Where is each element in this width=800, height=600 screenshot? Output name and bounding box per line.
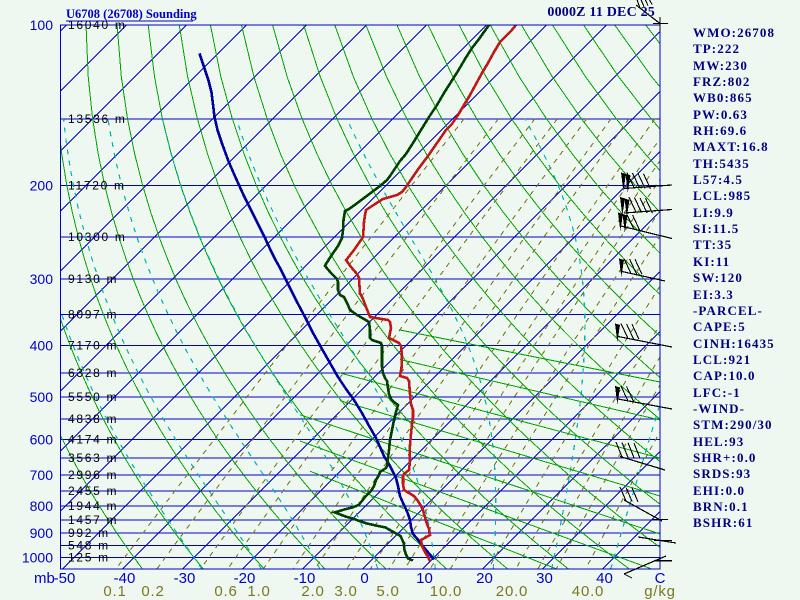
svg-text:1000: 1000: [22, 550, 53, 566]
svg-text:992 m: 992 m: [68, 526, 110, 540]
svg-text:4838 m: 4838 m: [68, 412, 118, 426]
svg-text:mb: mb: [34, 570, 55, 587]
svg-text:0000Z 11 DEC 25: 0000Z 11 DEC 25: [547, 5, 655, 20]
svg-text:-10: -10: [294, 570, 316, 587]
svg-text:900: 900: [30, 525, 54, 541]
svg-text:2455 m: 2455 m: [68, 484, 118, 498]
svg-text:2.0: 2.0: [301, 583, 324, 600]
svg-text:-30: -30: [174, 570, 196, 587]
svg-text:200: 200: [30, 177, 54, 193]
svg-text:-40: -40: [114, 570, 136, 587]
svg-text:1.0: 1.0: [247, 583, 270, 600]
svg-text:40.0: 40.0: [572, 583, 604, 600]
svg-text:8097 m: 8097 m: [68, 308, 118, 322]
svg-text:6328 m: 6328 m: [68, 366, 118, 380]
svg-text:548 m: 548 m: [68, 539, 110, 553]
svg-text:20: 20: [476, 570, 493, 587]
svg-text:10: 10: [416, 570, 433, 587]
svg-text:4174 m: 4174 m: [68, 432, 118, 446]
svg-text:700: 700: [30, 467, 54, 483]
svg-text:5550 m: 5550 m: [68, 390, 118, 404]
svg-text:11720 m: 11720 m: [68, 178, 126, 192]
svg-text:125 m: 125 m: [68, 551, 110, 565]
svg-text:100: 100: [30, 17, 54, 33]
svg-text:40: 40: [596, 570, 613, 587]
svg-text:9130 m: 9130 m: [68, 272, 118, 286]
svg-text:0.6: 0.6: [214, 583, 237, 600]
svg-text:500: 500: [30, 389, 54, 405]
svg-text:300: 300: [30, 271, 54, 287]
svg-text:g/kg: g/kg: [644, 583, 676, 600]
svg-text:800: 800: [30, 498, 54, 514]
svg-text:C: C: [655, 570, 666, 587]
svg-text:-20: -20: [234, 570, 256, 587]
svg-text:400: 400: [30, 338, 54, 354]
svg-text:1457 m: 1457 m: [68, 513, 118, 527]
svg-text:0.2: 0.2: [141, 583, 164, 600]
svg-text:3563 m: 3563 m: [68, 451, 118, 465]
svg-text:10300 m: 10300 m: [68, 230, 127, 244]
svg-text:U6708 (26708) Sounding: U6708 (26708) Sounding: [66, 7, 197, 21]
svg-text:10.0: 10.0: [430, 583, 462, 600]
svg-text:600: 600: [30, 431, 54, 447]
svg-text:3.0: 3.0: [334, 583, 357, 600]
svg-text:-50: -50: [54, 570, 76, 587]
svg-text:20.0: 20.0: [496, 583, 528, 600]
svg-text:5.0: 5.0: [376, 583, 399, 600]
svg-text:7170 m: 7170 m: [68, 339, 118, 353]
svg-text:2996 m: 2996 m: [68, 468, 118, 482]
svg-text:0: 0: [360, 570, 368, 587]
svg-text:30: 30: [536, 570, 553, 587]
svg-text:0.1: 0.1: [103, 583, 126, 600]
svg-text:1944 m: 1944 m: [68, 499, 118, 513]
svg-text:13536 m: 13536 m: [68, 112, 127, 126]
